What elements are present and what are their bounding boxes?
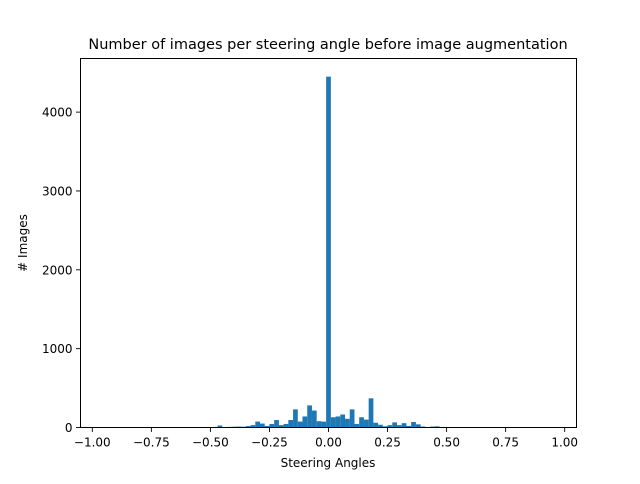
y-tick-label: 3000 [42,184,73,198]
y-tick-label: 0 [65,421,73,435]
y-axis-label: # Images [16,214,30,272]
histogram-bar [331,417,336,427]
x-tick-label: 1.00 [551,436,578,450]
histogram-bar [364,420,369,428]
y-axis-ticks: 0 1000 2000 3000 4000 [42,106,81,435]
y-tick-label: 2000 [42,263,73,277]
x-tick-label: −0.50 [192,436,229,450]
x-axis-ticks: −1.00 −0.75 −0.50 −0.25 0.00 0.25 0.50 0.75 1.00 [74,428,578,450]
histogram-bar [298,422,303,428]
x-tick-label: −0.25 [251,436,288,450]
histogram-bar [392,422,397,427]
histogram-bar [288,420,293,427]
x-tick-label: 0.00 [315,436,342,450]
histogram-bar [336,416,341,427]
histogram-bar [274,420,279,427]
x-tick-label: 0.75 [492,436,519,450]
histogram-bar [312,411,317,428]
histogram-bar [354,424,359,428]
histogram-bar [303,416,308,427]
bars-group [203,77,449,428]
histogram-bar [340,414,345,427]
histogram-bar [326,77,331,428]
histogram-bar [307,405,312,427]
histogram-bar [269,424,274,428]
y-tick-label: 1000 [42,342,73,356]
histogram-bar [255,422,260,428]
histogram-bar [411,422,416,428]
histogram-bar [402,423,407,427]
histogram-bar [317,421,322,427]
x-axis-label: Steering Angles [281,456,376,470]
y-tick-label: 4000 [42,106,73,120]
x-tick-label: 0.25 [374,436,401,450]
x-tick-label: −1.00 [74,436,111,450]
x-tick-label: 0.50 [433,436,460,450]
histogram-bar [350,409,355,427]
chart-title: Number of images per steering angle befo… [88,37,567,53]
histogram-bar [260,424,265,428]
histogram-bar [345,419,350,428]
histogram-bar [293,409,298,427]
histogram-bar [321,422,326,428]
histogram-bar [373,423,378,428]
histogram-bar [369,398,374,427]
histogram-bar [359,417,364,427]
histogram-bar [284,424,289,428]
x-tick-label: −0.75 [133,436,170,450]
